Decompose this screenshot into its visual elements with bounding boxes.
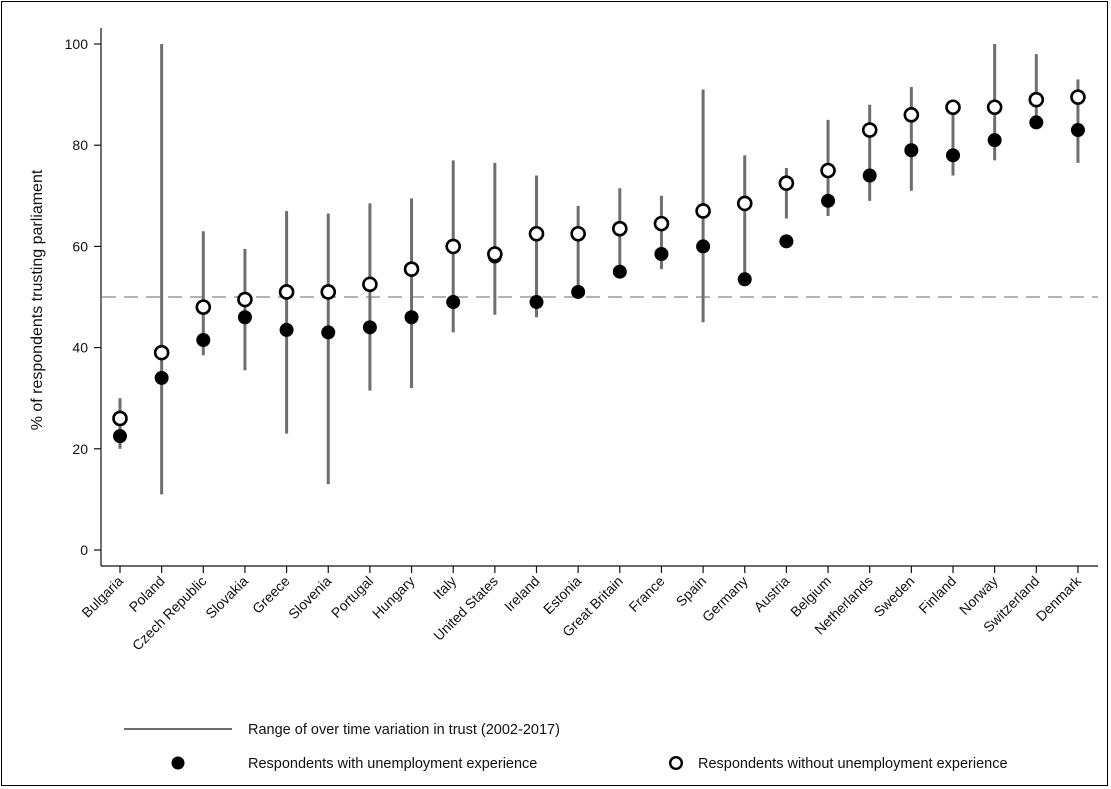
point-without-unemployment	[237, 291, 253, 308]
point-with-unemployment	[113, 429, 127, 444]
point-with-unemployment	[987, 133, 1002, 148]
point-without-unemployment	[112, 410, 128, 427]
point-with-unemployment	[321, 325, 336, 340]
legend: Range of over time variation in trust (2…	[124, 722, 1008, 772]
point-without-unemployment	[278, 284, 295, 300]
y-ticks-layer: 0 20 40 60 80 100	[65, 36, 101, 558]
point-without-unemployment	[362, 276, 378, 293]
x-tick-label: Bulgaria	[78, 573, 126, 621]
point-without-unemployment	[986, 99, 1003, 116]
point-without-unemployment	[445, 238, 462, 255]
point-without-unemployment	[1070, 89, 1086, 105]
y-tick-label: 80	[72, 137, 88, 153]
x-tick-label: Sweden	[870, 573, 917, 620]
point-with-unemployment	[779, 234, 794, 249]
x-tick-label: Finland	[915, 573, 959, 617]
point-without-unemployment	[695, 203, 711, 219]
legend-with-swatch	[171, 756, 185, 770]
point-without-unemployment	[153, 344, 170, 361]
point-with-unemployment	[237, 310, 252, 325]
y-tick-label: 60	[72, 238, 88, 254]
x-tick-label: Czech Republic	[129, 573, 210, 654]
x-tick-label: Slovenia	[285, 573, 334, 622]
point-without-unemployment	[320, 284, 337, 300]
x-tick-label: France	[625, 573, 667, 615]
point-with-unemployment	[404, 310, 419, 325]
point-with-unemployment	[446, 295, 461, 310]
x-tick-label: Italy	[430, 573, 459, 602]
point-with-unemployment	[612, 264, 627, 279]
legend-range-label: Range of over time variation in trust (2…	[248, 722, 560, 738]
point-with-unemployment	[529, 295, 544, 310]
x-tick-label: Spain	[673, 573, 710, 610]
point-without-unemployment	[1028, 91, 1045, 108]
point-with-unemployment	[654, 246, 669, 261]
point-with-unemployment	[1070, 123, 1085, 138]
point-with-unemployment	[196, 333, 211, 348]
point-without-unemployment	[528, 225, 545, 242]
x-tick-label: Denmark	[1033, 572, 1085, 624]
x-tick-label: Hungary	[369, 573, 418, 622]
point-without-unemployment	[403, 261, 420, 277]
point-with-unemployment	[862, 168, 877, 183]
y-tick-label: 40	[72, 340, 88, 356]
point-without-unemployment	[653, 215, 670, 232]
x-tick-label: Ireland	[501, 573, 543, 615]
point-without-unemployment	[820, 162, 836, 179]
y-tick-label: 100	[65, 36, 89, 52]
point-with-unemployment	[737, 272, 752, 287]
point-with-unemployment	[1029, 115, 1044, 130]
point-without-unemployment	[945, 99, 961, 116]
point-without-unemployment	[611, 220, 628, 237]
axes-layer	[100, 28, 1098, 567]
x-tick-label: Portugal	[328, 573, 376, 621]
point-without-unemployment	[570, 225, 586, 242]
point-without-unemployment	[736, 195, 753, 212]
y-tick-label: 0	[80, 542, 88, 558]
legend-with-label: Respondents with unemployment experience	[248, 756, 537, 772]
point-with-unemployment	[946, 148, 960, 163]
legend-without-swatch	[669, 756, 684, 771]
point-without-unemployment	[903, 107, 920, 123]
point-without-unemployment	[195, 299, 212, 315]
point-with-unemployment	[904, 143, 919, 158]
point-with-unemployment	[571, 284, 586, 299]
points-layer	[112, 89, 1086, 444]
x-tick-label: Slovakia	[202, 573, 251, 622]
point-with-unemployment	[154, 370, 169, 385]
point-with-unemployment	[279, 322, 294, 337]
point-with-unemployment	[696, 239, 711, 254]
point-without-unemployment	[861, 122, 878, 138]
point-without-unemployment	[778, 175, 795, 191]
point-with-unemployment	[362, 320, 377, 335]
y-tick-label: 20	[72, 441, 88, 457]
point-with-unemployment	[821, 193, 836, 208]
x-tick-label: Germany	[699, 573, 751, 625]
legend-without-label: Respondents without unemployment experie…	[698, 756, 1008, 772]
range-layer	[118, 44, 1080, 495]
y-axis-label: % of respondents trusting parliament	[29, 169, 46, 430]
point-without-unemployment	[487, 246, 503, 262]
